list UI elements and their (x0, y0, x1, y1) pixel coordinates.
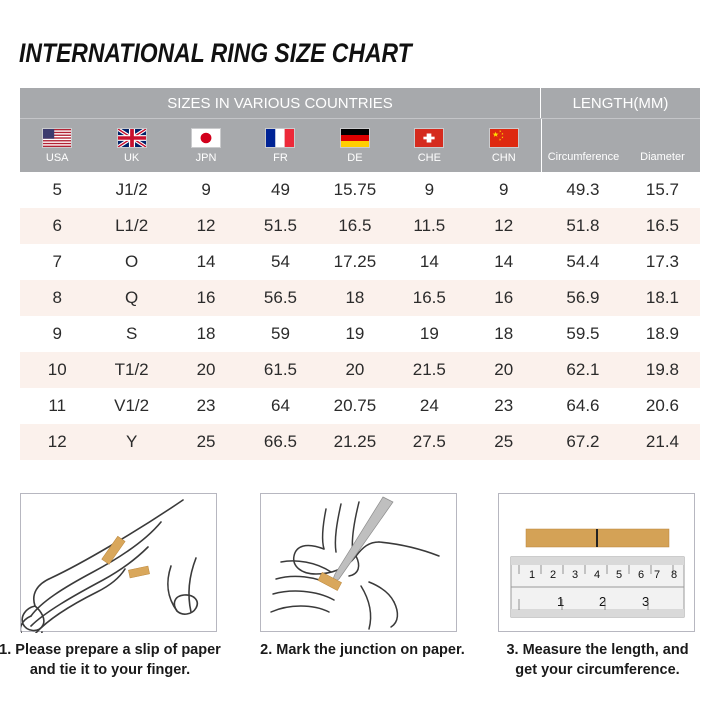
svg-text:7: 7 (654, 569, 660, 581)
svg-text:3: 3 (572, 569, 578, 581)
svg-text:5: 5 (616, 569, 622, 581)
svg-text:2: 2 (550, 569, 556, 581)
svg-text:4: 4 (594, 569, 600, 581)
svg-text:8: 8 (671, 569, 677, 581)
svg-text:6: 6 (638, 569, 644, 581)
svg-text:1: 1 (557, 594, 564, 609)
svg-text:1: 1 (529, 569, 535, 581)
